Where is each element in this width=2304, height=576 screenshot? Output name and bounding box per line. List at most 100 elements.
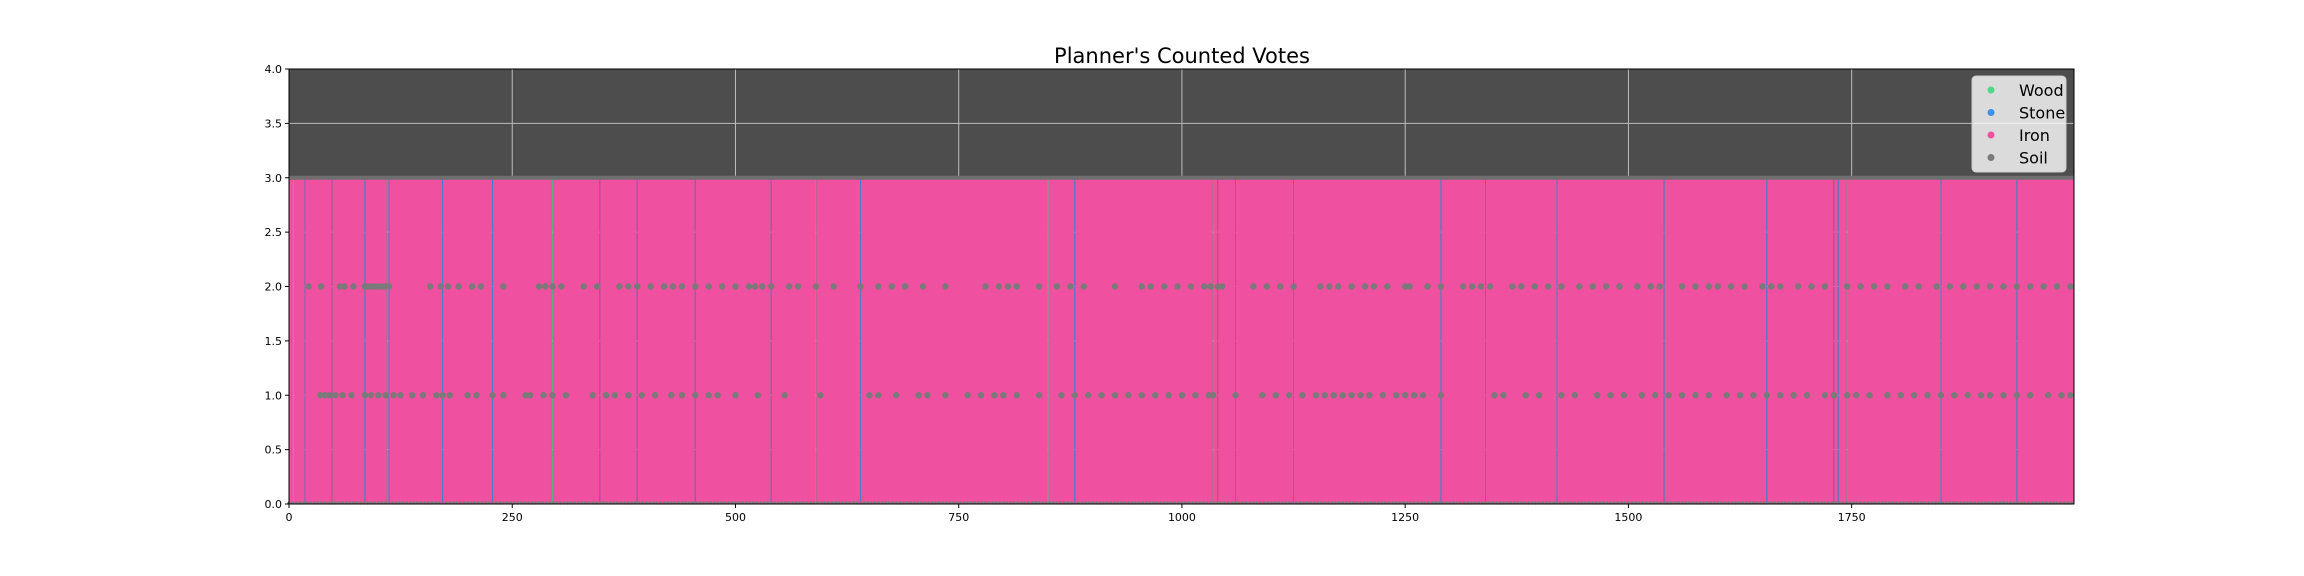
soil-point bbox=[1419, 392, 1427, 399]
soil-point bbox=[919, 283, 927, 290]
legend-marker-soil bbox=[1987, 154, 1995, 161]
vote-bar bbox=[389, 177, 443, 504]
soil-point bbox=[1111, 392, 1119, 399]
soil-point bbox=[1821, 283, 1829, 290]
x-tick-label: 500 bbox=[725, 511, 746, 524]
vote-bar bbox=[1074, 177, 1076, 504]
soil-point bbox=[705, 283, 712, 290]
soil-point bbox=[1576, 283, 1583, 290]
vote-bar bbox=[1293, 177, 1295, 504]
soil-point bbox=[305, 283, 312, 290]
soil-point bbox=[1750, 392, 1757, 399]
vote-bar bbox=[364, 177, 366, 504]
vote-bar bbox=[388, 177, 390, 504]
soil-point bbox=[745, 283, 753, 290]
soil-point bbox=[1736, 392, 1744, 399]
soil-point bbox=[1460, 283, 1467, 290]
soil-point bbox=[444, 283, 452, 290]
soil-point bbox=[455, 283, 462, 290]
soil-point bbox=[1531, 283, 1538, 290]
soil-point bbox=[549, 283, 556, 290]
soil-point bbox=[1361, 283, 1369, 290]
soil-point bbox=[1647, 283, 1654, 290]
soil-point bbox=[1084, 392, 1092, 399]
y-tick-label: 1.5 bbox=[265, 335, 283, 348]
vote-bar bbox=[1847, 177, 1941, 504]
soil-point bbox=[1205, 392, 1212, 399]
vote-bar bbox=[365, 177, 387, 504]
vote-bar bbox=[1048, 177, 1075, 504]
soil-point bbox=[995, 283, 1003, 290]
soil-point bbox=[1620, 392, 1628, 399]
soil-point bbox=[2000, 392, 2007, 399]
soil-point bbox=[1401, 283, 1409, 290]
soil-point bbox=[857, 283, 864, 290]
vote-bar bbox=[443, 177, 493, 504]
soil-point bbox=[1790, 392, 1797, 399]
soil-point bbox=[1437, 283, 1445, 290]
y-tick-label: 2.5 bbox=[265, 226, 283, 239]
soil-point bbox=[1272, 392, 1279, 399]
soil-point bbox=[705, 392, 712, 399]
vote-bar bbox=[1837, 177, 1839, 504]
vote-bar bbox=[493, 177, 552, 504]
soil-point bbox=[562, 392, 570, 399]
soil-point bbox=[1616, 283, 1623, 290]
vote-bar bbox=[1940, 177, 1942, 504]
soil-point bbox=[1977, 392, 1985, 399]
legend-label-iron: Iron bbox=[2019, 126, 2050, 145]
soil-point bbox=[1723, 392, 1730, 399]
soil-point bbox=[1843, 392, 1851, 399]
soil-point bbox=[1808, 283, 1815, 290]
soil-point bbox=[549, 392, 556, 399]
soil-point bbox=[1821, 392, 1829, 399]
vote-bar bbox=[1294, 177, 1441, 504]
soil-point bbox=[1714, 283, 1721, 290]
soil-point bbox=[718, 283, 726, 290]
soil-point bbox=[1004, 283, 1012, 290]
soil-point bbox=[361, 392, 369, 399]
soil-point bbox=[1067, 283, 1074, 290]
soil-point bbox=[1500, 392, 1507, 399]
x-tick-label: 750 bbox=[948, 511, 969, 524]
soil-point bbox=[1678, 392, 1686, 399]
soil-point bbox=[1535, 392, 1543, 399]
vote-bar bbox=[1941, 177, 2017, 504]
soil-point bbox=[1312, 392, 1320, 399]
soil-point bbox=[1884, 392, 1891, 399]
soil-point bbox=[647, 283, 654, 290]
soil-point bbox=[1870, 283, 1878, 290]
soil-point bbox=[1160, 283, 1168, 290]
soil-point bbox=[2040, 283, 2047, 290]
soil-point bbox=[348, 392, 355, 399]
soil-point bbox=[1486, 283, 1494, 290]
soil-point bbox=[893, 392, 900, 399]
soil-point bbox=[1098, 392, 1105, 399]
soil-point bbox=[446, 392, 453, 399]
vote-bar bbox=[600, 177, 637, 504]
soil-point bbox=[409, 392, 416, 399]
soil-point bbox=[812, 283, 820, 290]
vote-bar bbox=[293, 177, 294, 504]
legend-label-stone: Stone bbox=[2019, 104, 2065, 123]
soil-point bbox=[616, 283, 623, 290]
vote-bar bbox=[771, 177, 816, 504]
soil-point bbox=[1111, 283, 1119, 290]
soil-point bbox=[638, 392, 645, 399]
soil-point bbox=[767, 283, 775, 290]
soil-point bbox=[866, 392, 873, 399]
y-tick-label: 1.0 bbox=[265, 389, 283, 402]
soil-point bbox=[1843, 283, 1851, 290]
y-tick-label: 3.0 bbox=[265, 172, 283, 185]
soil-point bbox=[751, 283, 759, 290]
soil-point bbox=[1207, 283, 1214, 290]
vote-bar bbox=[2017, 177, 2074, 504]
vote-bar bbox=[289, 177, 294, 504]
bar-top-band bbox=[289, 175, 2074, 180]
x-tick-label: 250 bbox=[502, 511, 523, 524]
vote-bar bbox=[387, 177, 389, 504]
vote-bar bbox=[1441, 177, 1486, 504]
soil-point bbox=[1937, 392, 1945, 399]
vote-bar bbox=[1047, 177, 1049, 504]
soil-point bbox=[1518, 283, 1525, 290]
